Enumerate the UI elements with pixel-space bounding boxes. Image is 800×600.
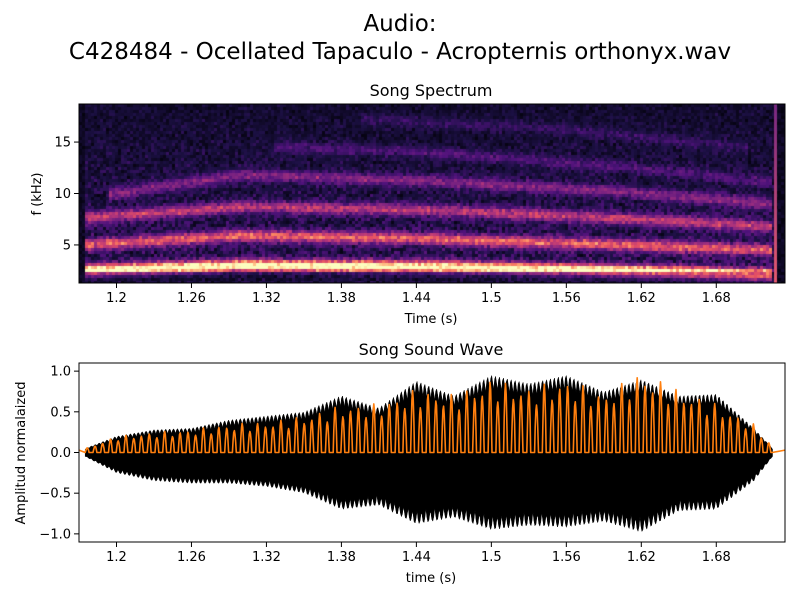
waveform-marks — [78, 375, 786, 533]
spectrogram-x-tick-label: 1.26 — [177, 291, 206, 306]
spectrogram-image — [79, 104, 785, 283]
spectrogram-x-label: Time (s) — [404, 312, 458, 327]
spectrogram-x-tick-label: 1.62 — [627, 291, 656, 306]
waveform-y-tick-label: 1.0 — [50, 365, 71, 380]
spectrogram-y-tick-label: 15 — [54, 136, 71, 151]
spectrogram-x-tick-label: 1.68 — [702, 291, 731, 306]
figure-title-line2: C428484 - Ocellated Tapaculo - Acroptern… — [69, 39, 731, 65]
waveform-y-tick-label: 0.5 — [50, 405, 71, 420]
waveform-x-tick-label: 1.5 — [481, 550, 502, 565]
spectrogram-x-tick-label: 1.44 — [402, 291, 431, 306]
waveform-envelope-line — [78, 376, 786, 454]
spectrogram-y-tick-label: 5 — [63, 238, 71, 253]
waveform-y-ticks: 1.0 0.5 0.0 −0.5 −1.0 — [39, 365, 79, 542]
spectrogram-x-tick-label: 1.38 — [327, 291, 356, 306]
spectrogram-title: Song Spectrum — [370, 81, 493, 100]
spectrogram-panel: Song Spectrum 1.2 1.26 1.32 1.38 1.44 1.5 1.56… — [30, 81, 786, 327]
spectrogram-x-tick-label: 1.32 — [252, 291, 281, 306]
waveform-x-tick-label: 1.32 — [252, 550, 281, 565]
waveform-x-tick-label: 1.62 — [627, 550, 656, 565]
waveform-panel: Song Sound Wave 1.2 1.26 1.32 1.38 1.44 1.5 1.… — [14, 340, 786, 586]
waveform-x-tick-label: 1.68 — [702, 550, 731, 565]
waveform-y-label: Amplitud normalaized — [14, 382, 29, 525]
spectrogram-y-label: f (kHz) — [30, 173, 45, 216]
spectrogram-y-ticks: 5 10 15 — [54, 136, 79, 253]
spectrogram-x-tick-label: 1.2 — [106, 291, 127, 306]
spectrogram-x-tick-label: 1.56 — [552, 291, 581, 306]
waveform-x-label: time (s) — [406, 571, 456, 586]
waveform-x-tick-label: 1.56 — [552, 550, 581, 565]
waveform-title: Song Sound Wave — [359, 340, 504, 359]
waveform-y-tick-label: −1.0 — [39, 527, 71, 542]
waveform-x-tick-label: 1.26 — [177, 550, 206, 565]
spectrogram-x-ticks: 1.2 1.26 1.32 1.38 1.44 1.5 1.56 1.62 1.68 — [106, 283, 731, 306]
waveform-x-tick-label: 1.2 — [106, 550, 127, 565]
figure-title-line1: Audio: — [363, 11, 436, 37]
waveform-x-tick-label: 1.44 — [402, 550, 431, 565]
waveform-y-tick-label: −0.5 — [39, 487, 71, 502]
waveform-y-tick-label: 0.0 — [50, 446, 71, 461]
waveform-envelope — [84, 375, 773, 533]
spectrogram-y-tick-label: 10 — [54, 187, 71, 202]
waveform-x-ticks: 1.2 1.26 1.32 1.38 1.44 1.5 1.56 1.62 1.68 — [106, 542, 731, 565]
waveform-x-tick-label: 1.38 — [327, 550, 356, 565]
spectrogram-x-tick-label: 1.5 — [481, 291, 502, 306]
